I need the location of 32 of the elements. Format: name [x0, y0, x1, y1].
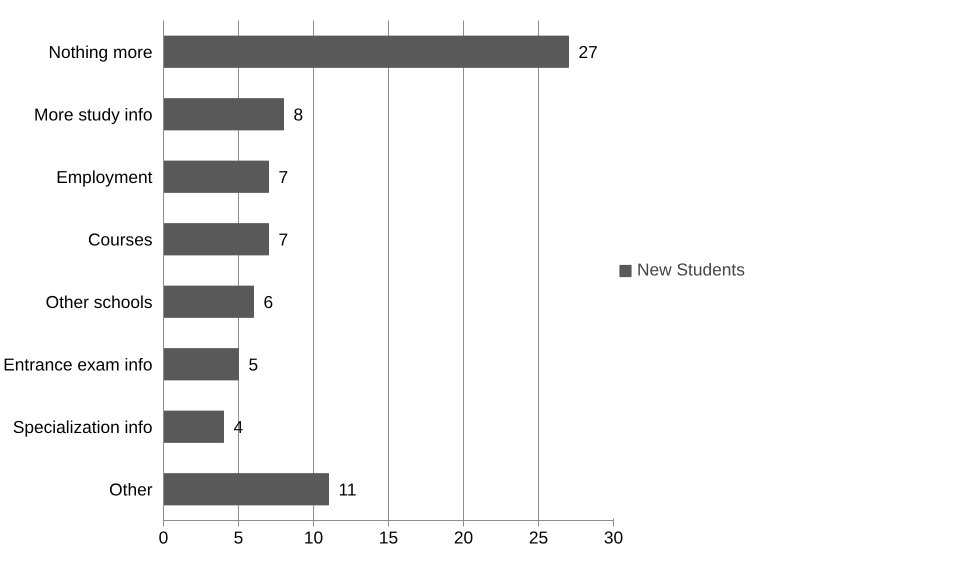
data-label: 7	[278, 166, 288, 187]
data-label: 4	[234, 416, 244, 437]
y-tick-label: Other schools	[46, 292, 153, 312]
y-tick-label: Nothing more	[48, 42, 153, 62]
data-label: 7	[278, 229, 288, 250]
legend-label: New Students	[637, 260, 745, 280]
y-tick-label: Other	[109, 479, 153, 500]
y-tick-label: More study info	[34, 104, 153, 124]
x-tick-label: 5	[234, 528, 244, 548]
x-tick-label: 25	[528, 528, 548, 548]
x-tick-label: 0	[158, 528, 168, 548]
data-label: 6	[264, 292, 274, 312]
data-label: 8	[294, 104, 304, 124]
data-label: 11	[338, 479, 356, 500]
y-tick-label: Employment	[56, 166, 153, 187]
bar	[164, 98, 284, 130]
bar	[164, 348, 239, 380]
y-tick-label: Specialization info	[12, 416, 153, 437]
y-tick-label: Entrance exam info	[3, 354, 152, 374]
x-tick-label: 10	[304, 528, 324, 548]
data-label: 5	[248, 354, 258, 374]
bar	[164, 160, 269, 193]
y-tick-label: Courses	[88, 229, 153, 250]
bar	[164, 36, 569, 68]
x-tick-label: 30	[604, 528, 624, 548]
bar	[164, 473, 329, 506]
bar	[164, 410, 224, 443]
x-tick-label: 15	[378, 528, 398, 548]
bar	[164, 286, 254, 318]
x-tick-label: 20	[454, 528, 474, 548]
bar	[164, 223, 269, 256]
data-label: 27	[578, 42, 598, 62]
